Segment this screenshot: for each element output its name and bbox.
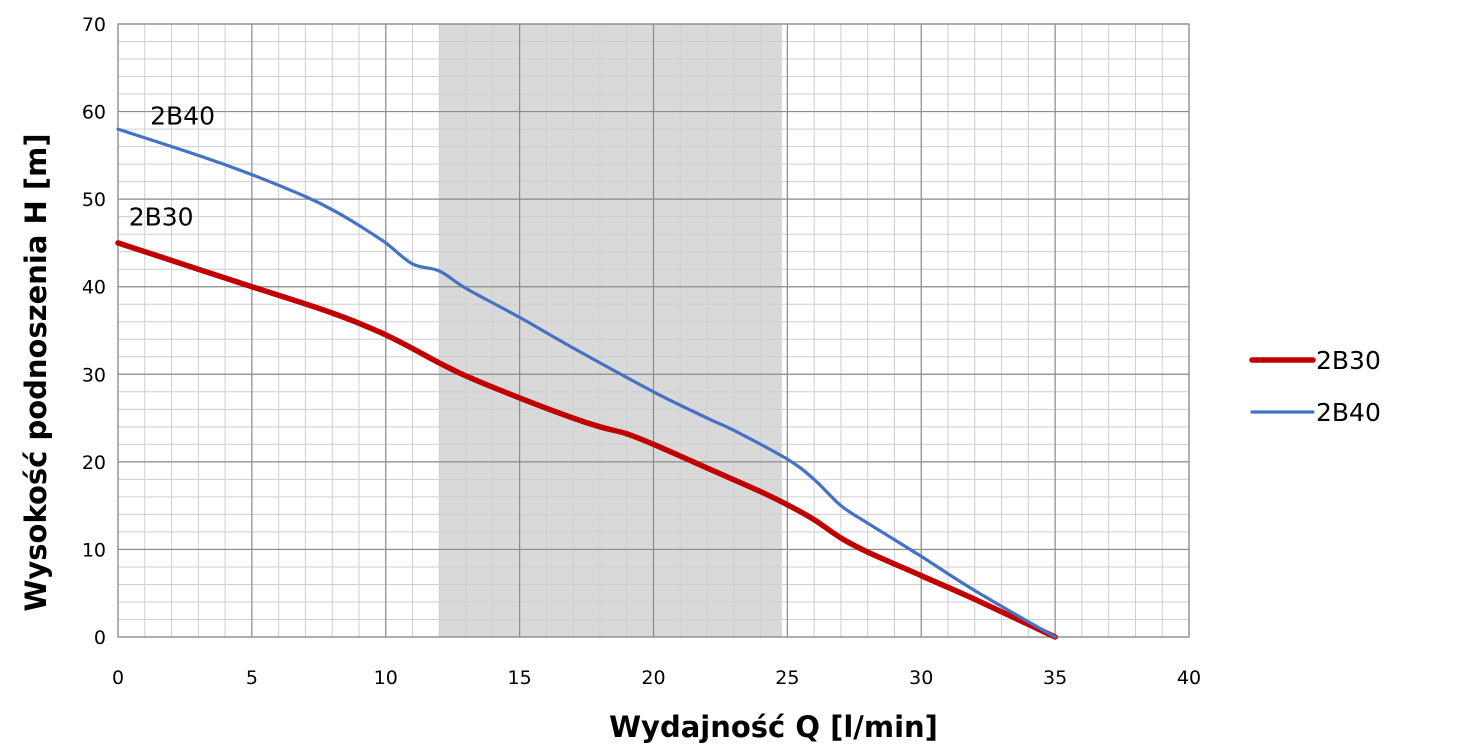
- x-tick-label: 15: [508, 667, 532, 689]
- plot-border: [117, 23, 1190, 638]
- x-tick-label: 5: [246, 667, 258, 689]
- x-tick-label: 30: [909, 667, 933, 689]
- x-tick-label: 0: [112, 667, 124, 689]
- legend-label-2b30: 2B30: [1316, 346, 1381, 375]
- series-layer: [115, 127, 1058, 640]
- x-axis-ticks: 0 5 10 15 20 25 30 35 40: [112, 667, 1201, 689]
- y-tick-label: 40: [82, 277, 106, 299]
- series-line-2b30: [115, 240, 1058, 640]
- series-line-2b40: [116, 127, 1057, 639]
- legend-label-2b40: 2B40: [1316, 398, 1381, 427]
- series-label-2b40: 2B40: [150, 102, 215, 131]
- x-tick-label: 10: [374, 667, 398, 689]
- y-tick-label: 70: [82, 14, 106, 36]
- series-labels: 2B30 2B40: [129, 102, 215, 232]
- highlight-band: [439, 24, 783, 637]
- y-tick-label: 60: [82, 102, 106, 124]
- y-axis-ticks: 0 10 20 30 40 50 60 70: [82, 14, 106, 649]
- x-tick-label: 20: [641, 667, 665, 689]
- legend: 2B30 2B40: [1249, 346, 1381, 427]
- x-tick-label: 35: [1043, 667, 1067, 689]
- y-tick-label: 30: [82, 364, 106, 386]
- y-tick-label: 10: [82, 539, 106, 561]
- x-tick-label: 25: [775, 667, 799, 689]
- y-tick-label: 0: [94, 627, 106, 649]
- y-axis-title: Wysokość podnoszenia H [m]: [19, 133, 53, 611]
- x-axis-title: Wydajność Q [l/min]: [609, 710, 938, 744]
- y-tick-label: 20: [82, 452, 106, 474]
- series-label-2b30: 2B30: [129, 202, 194, 231]
- x-tick-label: 40: [1177, 667, 1201, 689]
- y-tick-label: 50: [82, 189, 106, 211]
